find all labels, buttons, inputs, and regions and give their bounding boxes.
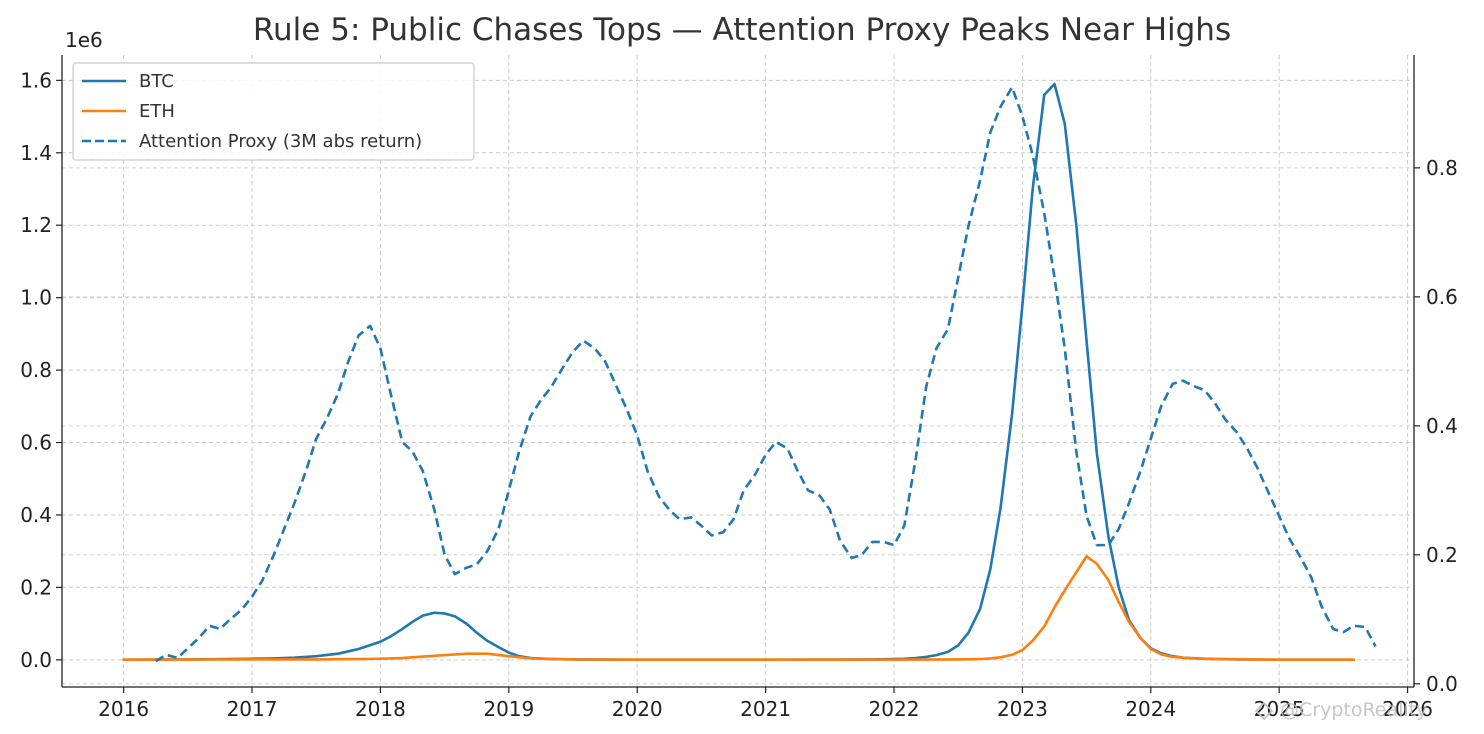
x-tick-label: 2018 <box>355 697 406 721</box>
legend-label-attention: Attention Proxy (3M abs return) <box>139 131 422 152</box>
y-right-tick-label: 0.6 <box>1426 285 1458 309</box>
y-left-tick-label: 1.2 <box>20 213 52 237</box>
y-left-tick-label: 0.6 <box>20 431 52 455</box>
series-line-eth <box>122 554 1355 662</box>
series-line-btc <box>122 82 1355 662</box>
watermark-logo-icon <box>1254 701 1274 721</box>
y-right-tick-label: 0.8 <box>1426 156 1458 180</box>
series-line-attention-proxy-3m-abs-return <box>155 85 1377 663</box>
y-left-tick-label: 1.0 <box>20 286 52 310</box>
y-right-tick-label: 0.0 <box>1426 672 1458 696</box>
x-tick-label: 2021 <box>740 697 791 721</box>
y-left-tick-label: 1.4 <box>20 141 52 165</box>
y-left-tick-label: 0.8 <box>20 358 52 382</box>
y-left-tick-label: 0.0 <box>20 648 52 672</box>
x-tick-label: 2022 <box>869 697 920 721</box>
y-left-tick-label: 1.6 <box>20 68 52 92</box>
x-tick-label: 2017 <box>227 697 278 721</box>
chart-title: Rule 5: Public Chases Tops — Attention P… <box>253 12 1231 48</box>
watermark-text: @CryptoReality <box>1280 699 1427 721</box>
x-tick-label: 2019 <box>483 697 534 721</box>
y-right-tick-label: 0.4 <box>1426 414 1458 438</box>
legend-label-eth: ETH <box>139 101 175 122</box>
y-left-tick-label: 0.2 <box>20 575 52 599</box>
y-axis-exponent-label: 1e6 <box>65 28 103 52</box>
tick-labels: 2016 2017 2018 2019 2020 2021 2022 2023 2024 2025… <box>20 68 1458 721</box>
y-right-tick-label: 0.2 <box>1426 543 1458 567</box>
watermark: @CryptoReality <box>1254 699 1427 721</box>
legend-label-btc: BTC <box>139 71 174 92</box>
x-tick-label: 2023 <box>997 697 1048 721</box>
x-tick-label: 2016 <box>98 697 149 721</box>
axes <box>56 55 1420 693</box>
y-left-tick-label: 0.4 <box>20 503 52 527</box>
series-lines <box>122 82 1377 663</box>
x-tick-label: 2026 <box>1382 697 1433 721</box>
legend: BTC ETH Attention Proxy (3M abs return) <box>72 62 475 161</box>
x-tick-label: 2020 <box>612 697 663 721</box>
x-tick-label: 2024 <box>1125 697 1176 721</box>
legend-box <box>72 62 475 161</box>
